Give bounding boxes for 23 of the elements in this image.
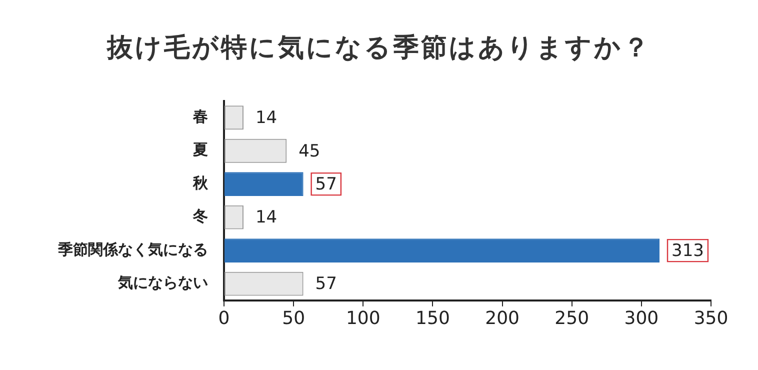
bar [224,172,304,196]
y-tick-label: 冬 [192,207,208,226]
y-tick-label: 季節関係なく気になる [57,240,208,258]
x-tick-label: 300 [624,308,659,329]
data-label: 57 [315,274,337,294]
data-label: 14 [255,108,278,128]
bar [224,238,660,263]
data-label: 45 [298,141,320,162]
chart-title: 抜け毛が特に気になる季節はありますか？ [106,32,652,65]
x-tick-label: 200 [485,308,520,329]
x-tick-label: 350 [694,308,728,329]
y-tick-label: 夏 [192,140,208,159]
x-tick-label: 150 [416,308,450,329]
data-label: 313 [672,240,704,261]
x-tick-label: 50 [282,308,306,329]
y-tick-label: 秋 [192,174,209,192]
y-tick-label: 気にならない [117,274,208,292]
x-tick-label: 250 [554,308,590,329]
x-tick-label: 100 [346,308,380,329]
x-tick-label: 0 [218,308,230,329]
data-label: 57 [315,174,337,195]
data-label: 14 [255,208,278,228]
y-tick-label: 春 [192,108,208,126]
